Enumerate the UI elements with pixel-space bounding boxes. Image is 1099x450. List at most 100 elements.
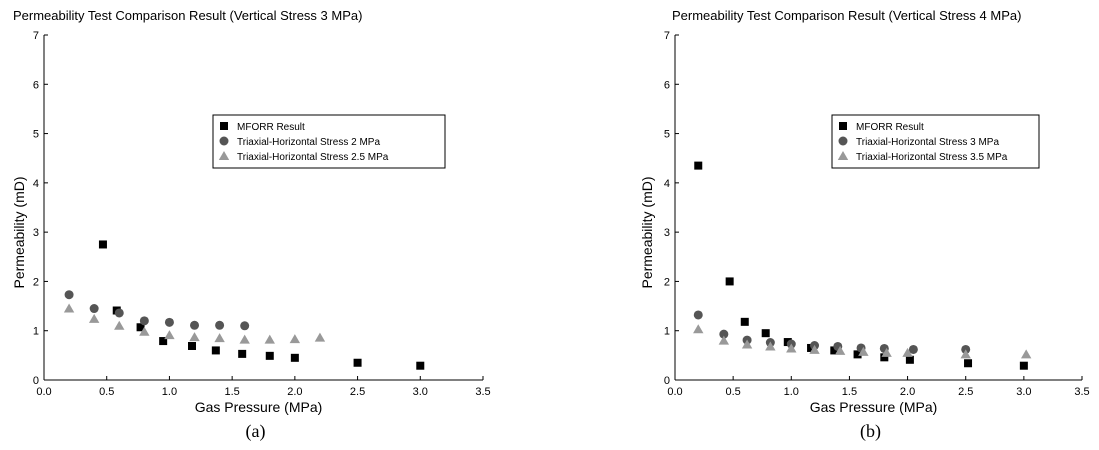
data-point	[809, 344, 820, 354]
data-point	[964, 359, 973, 368]
data-point	[139, 326, 150, 336]
data-point	[853, 350, 862, 359]
data-point	[834, 345, 846, 355]
chart-panel-1: Permeability Test Comparison Result (Ver…	[11, 8, 491, 442]
data-point	[830, 346, 839, 355]
data-point	[98, 240, 107, 249]
y-axis-label: Permeability (mD)	[11, 176, 27, 288]
chart-title: Permeability Test Comparison Result (Ver…	[672, 8, 1021, 23]
data-point	[215, 320, 225, 330]
data-point	[240, 321, 250, 331]
data-point	[718, 335, 730, 345]
data-point	[265, 351, 274, 360]
x-tick-label: 1.5	[842, 386, 857, 398]
x-tick-label: 3.0	[1016, 386, 1031, 398]
x-axis-label: Gas Pressure (MPa)	[810, 399, 938, 415]
data-point	[139, 316, 149, 326]
y-tick-label: 7	[33, 30, 39, 42]
data-point	[189, 332, 200, 342]
data-point	[881, 347, 892, 357]
y-axis-label: Permeability (mD)	[639, 176, 655, 288]
legend-marker	[838, 136, 848, 146]
x-tick-label: 2.5	[350, 386, 365, 398]
data-point	[908, 344, 918, 354]
x-tick-label: 1.0	[784, 386, 799, 398]
y-tick-label: 6	[33, 79, 39, 91]
x-tick-label: 0.0	[36, 386, 51, 398]
data-point	[136, 323, 145, 332]
data-point	[765, 341, 776, 351]
legend-label: MFORR Result	[856, 122, 924, 133]
data-point	[1019, 361, 1028, 370]
data-point	[88, 313, 100, 323]
data-point	[290, 353, 299, 362]
legend-label: Triaxial-Horizontal Stress 3 MPa	[856, 137, 999, 148]
data-point	[114, 320, 125, 330]
data-point	[159, 337, 168, 346]
x-tick-label: 3.0	[413, 386, 428, 398]
chart-title: Permeability Test Comparison Result (Ver…	[13, 8, 362, 23]
data-point	[63, 303, 75, 313]
legend-box	[212, 114, 446, 169]
data-point	[164, 330, 175, 340]
x-tick-label: 0.5	[99, 386, 114, 398]
y-tick-label: 2	[33, 276, 39, 288]
legend-marker	[218, 151, 230, 160]
x-tick-label: 3.5	[1074, 386, 1089, 398]
data-point	[238, 349, 247, 358]
legend-marker	[219, 136, 229, 146]
data-point	[188, 341, 197, 350]
data-point	[289, 334, 301, 344]
data-point	[693, 310, 703, 320]
data-point	[314, 332, 326, 342]
x-tick-label: 2.5	[958, 386, 973, 398]
y-tick-label: 2	[664, 276, 670, 288]
y-tick-label: 0	[33, 375, 39, 387]
y-tick-label: 1	[33, 326, 39, 338]
series-3	[693, 324, 1032, 359]
data-point	[725, 277, 734, 286]
y-tick-label: 5	[33, 129, 39, 141]
series-2	[64, 290, 250, 331]
data-point	[693, 324, 704, 334]
legend: MFORR Result Triaxial-Horizontal Stress 2…	[212, 114, 446, 169]
data-point	[214, 333, 225, 343]
x-tick-label: 1.5	[224, 386, 239, 398]
x-tick-label: 0.5	[725, 386, 740, 398]
y-tick-label: 5	[664, 129, 670, 141]
y-tick-label: 3	[33, 227, 39, 239]
data-point	[190, 320, 200, 330]
figure-caption: (a)	[246, 421, 266, 442]
legend-label: Triaxial-Horizontal Stress 2.5 MPa	[237, 152, 389, 163]
figure-caption: (b)	[860, 421, 881, 442]
y-tick-label: 6	[664, 79, 670, 91]
data-point	[416, 361, 425, 370]
data-point	[211, 346, 220, 355]
legend: MFORR Result Triaxial-Horizontal Stress 3…	[831, 114, 1040, 169]
x-tick-label: 1.0	[162, 386, 177, 398]
legend-label: MFORR Result	[237, 122, 305, 133]
legend-marker	[220, 122, 228, 130]
y-tick-label: 1	[664, 326, 670, 338]
x-tick-label: 2.0	[900, 386, 915, 398]
data-point	[741, 339, 753, 349]
x-axis-label: Gas Pressure (MPa)	[195, 399, 323, 415]
data-point	[164, 317, 174, 327]
data-point	[719, 329, 729, 339]
data-point	[960, 349, 971, 359]
data-point	[858, 346, 869, 356]
data-point	[1020, 349, 1032, 359]
data-point	[902, 347, 913, 357]
data-point	[880, 353, 889, 362]
series-3	[63, 303, 326, 344]
y-tick-label: 4	[664, 178, 670, 190]
legend-label: Triaxial-Horizontal Stress 3.5 MPa	[856, 152, 1008, 163]
legend-label: Triaxial-Horizontal Stress 2 MPa	[237, 137, 380, 148]
data-point	[264, 334, 275, 344]
legend-marker	[837, 151, 849, 160]
x-tick-label: 2.0	[287, 386, 302, 398]
y-tick-label: 4	[33, 178, 39, 190]
legend-box	[831, 114, 1040, 169]
data-point	[239, 334, 250, 344]
